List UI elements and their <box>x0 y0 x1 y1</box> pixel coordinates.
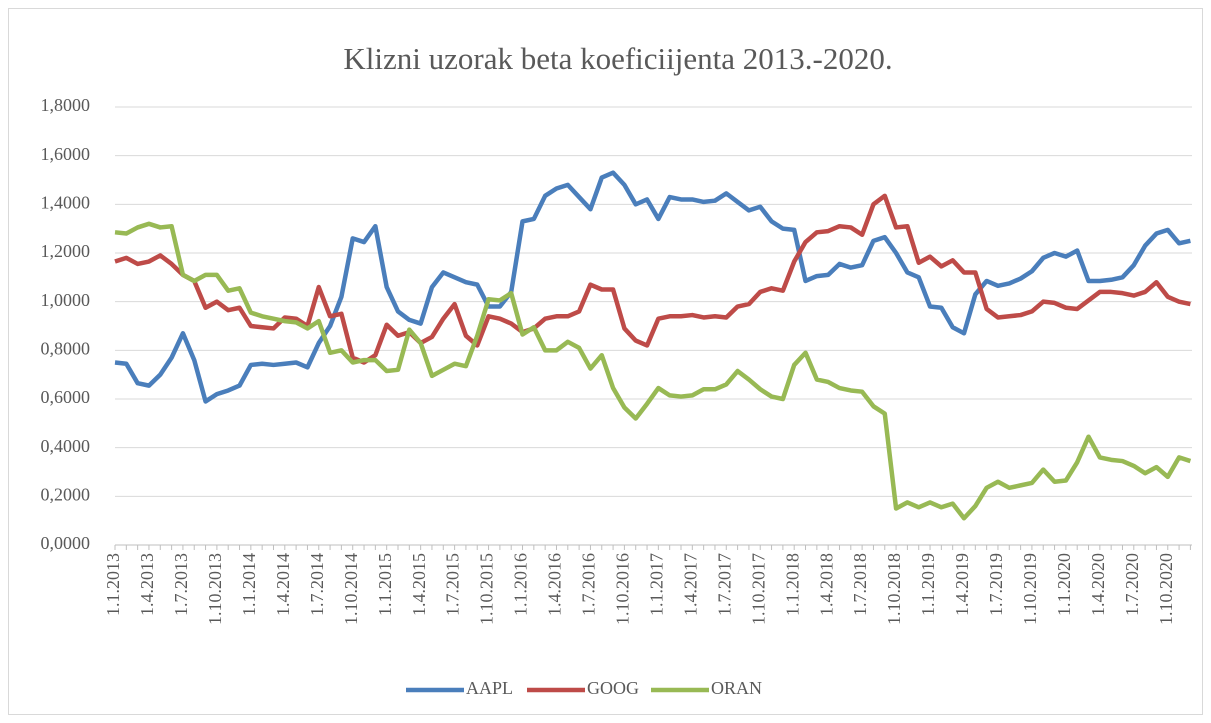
x-tick-label: 1.10.2018 <box>884 553 904 625</box>
x-tick-label: 1.4.2013 <box>137 553 157 616</box>
x-tick-label: 1.4.2016 <box>545 553 565 616</box>
x-tick-label: 1.1.2017 <box>646 553 666 616</box>
x-tick-label: 1.1.2014 <box>239 553 259 616</box>
x-tick-label: 1.7.2019 <box>986 553 1006 616</box>
legend-label: AAPL <box>466 678 513 698</box>
x-tick-label: 1.4.2018 <box>816 553 836 616</box>
y-tick-label: 1,0000 <box>41 290 91 310</box>
series-line <box>114 193 1191 365</box>
x-tick-label: 1.10.2013 <box>205 553 225 625</box>
x-tick-label: 1.4.2017 <box>680 553 700 616</box>
x-tick-label: 1.4.2019 <box>952 553 972 616</box>
x-tick-label: 1.10.2016 <box>613 553 633 625</box>
x-tick-label: 1.1.2018 <box>782 553 802 616</box>
x-tick-label: 1.1.2013 <box>103 553 123 616</box>
y-tick-label: 0,8000 <box>41 338 91 358</box>
y-tick-label: 1,6000 <box>41 144 91 164</box>
y-tick-label: 1,8000 <box>41 95 91 115</box>
series-line <box>114 221 1192 521</box>
legend-label: ORAN <box>711 678 762 698</box>
x-tick-label: 1.7.2018 <box>850 553 870 616</box>
y-tick-label: 0,4000 <box>41 436 91 456</box>
x-tick-label: 1.4.2020 <box>1088 553 1108 616</box>
x-tick-label: 1.10.2019 <box>1020 553 1040 625</box>
y-tick-label: 0,0000 <box>41 533 91 553</box>
y-tick-label: 0,6000 <box>41 387 91 407</box>
x-tick-label: 1.1.2020 <box>1054 553 1074 616</box>
x-tick-label: 1.1.2016 <box>511 553 531 616</box>
x-tick-label: 1.7.2017 <box>714 553 734 616</box>
x-tick-label: 1.4.2014 <box>273 553 293 616</box>
x-tick-label: 1.10.2014 <box>341 553 361 625</box>
x-tick-label: 1.7.2016 <box>579 553 599 616</box>
x-tick-label: 1.10.2015 <box>477 553 497 625</box>
chart-title: Klizni uzorak beta koeficiijenta 2013.-2… <box>343 41 892 76</box>
x-tick-label: 1.1.2015 <box>375 553 395 616</box>
x-tick-label: 1.1.2019 <box>918 553 938 616</box>
x-tick-label: 1.7.2014 <box>307 553 327 616</box>
x-tick-label: 1.7.2015 <box>443 553 463 616</box>
y-tick-label: 1,4000 <box>41 192 91 212</box>
x-tick-label: 1.7.2020 <box>1122 553 1142 616</box>
x-tick-label: 1.10.2020 <box>1156 553 1176 625</box>
y-tick-label: 1,2000 <box>41 241 91 261</box>
legend-label: GOOG <box>587 678 639 698</box>
x-tick-label: 1.4.2015 <box>409 553 429 616</box>
y-tick-label: 0,2000 <box>41 484 91 504</box>
series-line <box>114 170 1191 404</box>
x-tick-label: 1.10.2017 <box>748 553 768 625</box>
x-tick-label: 1.7.2013 <box>171 553 191 616</box>
